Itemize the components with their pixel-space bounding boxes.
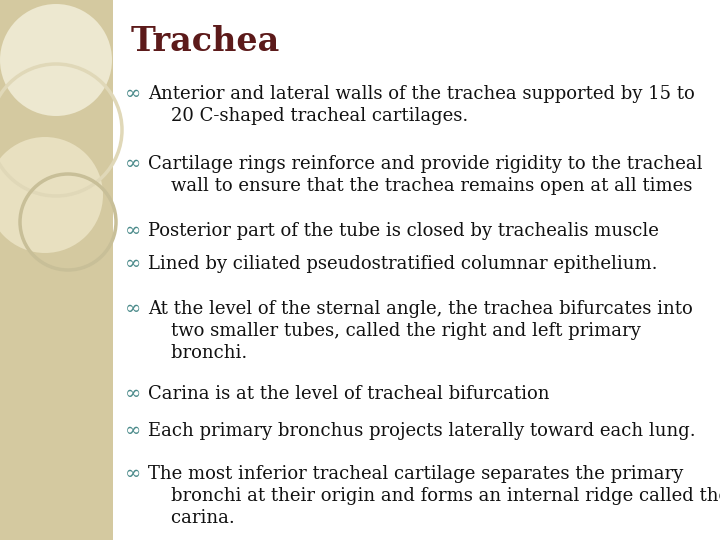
Text: ∞: ∞ xyxy=(125,255,141,273)
Text: ∞: ∞ xyxy=(125,85,141,103)
Text: ∞: ∞ xyxy=(125,155,141,173)
Text: ∞: ∞ xyxy=(125,300,141,318)
Text: ∞: ∞ xyxy=(125,422,141,440)
Text: Cartilage rings reinforce and provide rigidity to the tracheal
    wall to ensur: Cartilage rings reinforce and provide ri… xyxy=(148,155,703,195)
Text: Trachea: Trachea xyxy=(131,25,280,58)
Text: Carina is at the level of tracheal bifurcation: Carina is at the level of tracheal bifur… xyxy=(148,385,549,403)
Text: ∞: ∞ xyxy=(125,385,141,403)
Bar xyxy=(0,0,113,540)
Circle shape xyxy=(0,137,103,253)
Text: Anterior and lateral walls of the trachea supported by 15 to
    20 C-shaped tra: Anterior and lateral walls of the trache… xyxy=(148,85,695,125)
Text: Lined by ciliated pseudostratified columnar epithelium.: Lined by ciliated pseudostratified colum… xyxy=(148,255,657,273)
Text: Posterior part of the tube is closed by trachealis muscle: Posterior part of the tube is closed by … xyxy=(148,222,659,240)
Text: At the level of the sternal angle, the trachea bifurcates into
    two smaller t: At the level of the sternal angle, the t… xyxy=(148,300,693,362)
Circle shape xyxy=(0,4,112,116)
Text: The most inferior tracheal cartilage separates the primary
    bronchi at their : The most inferior tracheal cartilage sep… xyxy=(148,465,720,528)
Text: Each primary bronchus projects laterally toward each lung.: Each primary bronchus projects laterally… xyxy=(148,422,696,440)
Text: ∞: ∞ xyxy=(125,465,141,483)
Text: ∞: ∞ xyxy=(125,222,141,240)
